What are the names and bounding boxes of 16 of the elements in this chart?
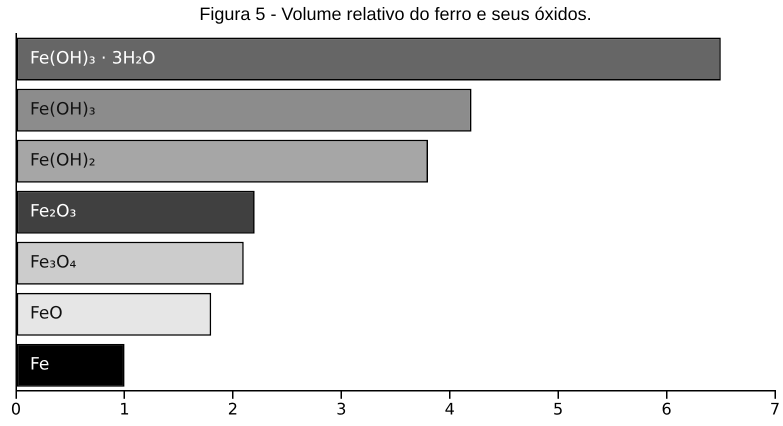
y-tick-label: Fe(OH)₂	[30, 150, 96, 171]
x-tick-label: 4	[444, 400, 455, 419]
y-tick-label: Fe(OH)₃	[30, 100, 96, 120]
x-tick-label: 0	[10, 400, 22, 419]
x-tick-label: 3	[336, 400, 346, 419]
y-tick-label: Fe₂O₃	[30, 202, 76, 222]
x-tick-label: 7	[770, 400, 780, 419]
x-tick-label: 6	[661, 400, 672, 419]
x-tick-label: 5	[553, 400, 564, 419]
chart-title: Figura 5 - Volume relativo do ferro e seus óxidos.	[199, 4, 592, 24]
y-tick-label: Fe₃O₄	[30, 252, 77, 273]
y-tick-label: FeO	[30, 304, 63, 324]
y-tick-label: Fe	[30, 354, 50, 375]
x-tick-label: 2	[228, 400, 238, 419]
x-tick-label: 1	[119, 400, 130, 419]
y-tick-label: Fe(OH)₃ · 3H₂O	[30, 48, 156, 69]
